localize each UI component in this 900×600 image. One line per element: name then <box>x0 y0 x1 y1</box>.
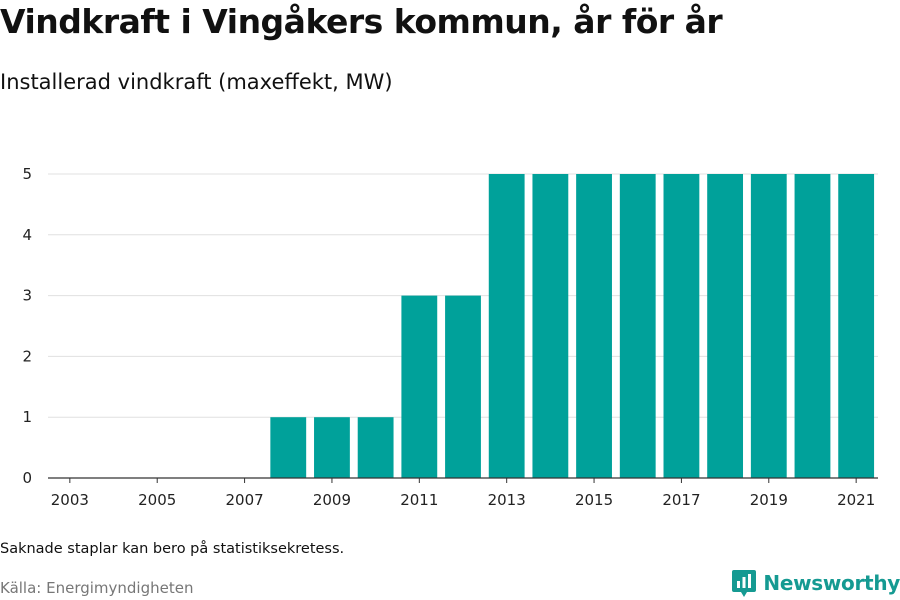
x-tick-label: 2021 <box>837 491 875 509</box>
y-axis-ticks: 0 1 2 3 4 5 <box>22 165 32 487</box>
x-tick-label: 2013 <box>488 491 526 509</box>
y-tick-label: 1 <box>22 408 32 426</box>
brand-name: Newsworthy <box>763 571 900 595</box>
x-tick-label: 2009 <box>313 491 351 509</box>
bar-2010 <box>357 417 394 478</box>
bar-2013 <box>488 174 525 478</box>
y-tick-label: 2 <box>22 347 32 365</box>
y-tick-label: 5 <box>22 165 32 183</box>
y-tick-label: 0 <box>22 469 32 487</box>
bar-2020 <box>794 174 831 478</box>
bar-2014 <box>532 174 569 478</box>
chart-title: Vindkraft i Vingåkers kommun, år för år <box>0 2 723 41</box>
y-tick-label: 4 <box>22 226 32 244</box>
bar-2016 <box>619 174 656 478</box>
bar-2015 <box>576 174 612 478</box>
y-tick-label: 3 <box>22 287 32 305</box>
x-tick-label: 2019 <box>750 491 788 509</box>
bar-2017 <box>663 174 700 478</box>
x-tick-label: 2003 <box>51 491 89 509</box>
bar-2009 <box>314 417 350 478</box>
bar-2008 <box>270 417 307 478</box>
bars <box>48 174 878 479</box>
chart-subtitle: Installerad vindkraft (maxeffekt, MW) <box>0 70 393 94</box>
bar-2021 <box>838 174 875 478</box>
brand-logo: Newsworthy <box>731 566 900 600</box>
newsworthy-logo-icon <box>732 570 757 597</box>
bar-2019 <box>750 174 787 478</box>
x-tick-label: 2007 <box>225 491 263 509</box>
x-tick-label: 2017 <box>662 491 700 509</box>
source-note: Källa: Energimyndigheten <box>0 579 194 597</box>
bar-2018 <box>707 174 744 478</box>
x-tick-label: 2011 <box>400 491 438 509</box>
bar-2012 <box>445 295 481 478</box>
footnote: Saknade staplar kan bero på statistiksek… <box>0 541 345 557</box>
x-tick-label: 2015 <box>575 491 613 509</box>
x-tick-label: 2005 <box>138 491 176 509</box>
x-axis-ticks: 2003 2005 2007 2009 2011 2013 2015 2017 2019 2021 <box>51 478 875 509</box>
bar-2011 <box>401 295 438 478</box>
